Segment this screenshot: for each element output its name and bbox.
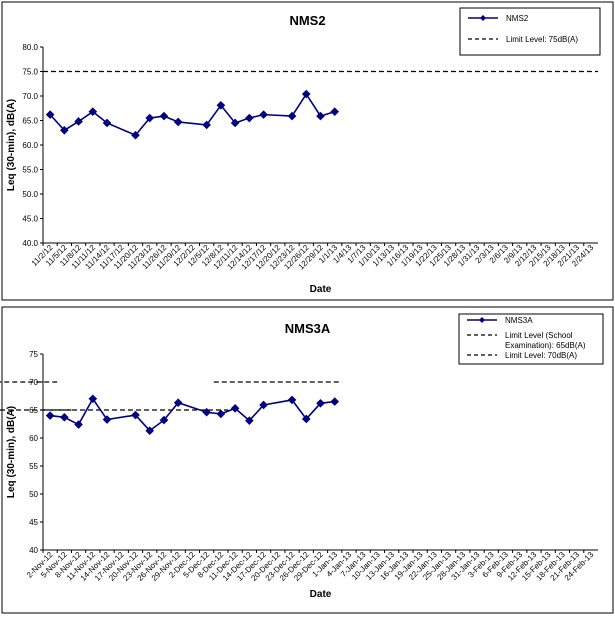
data-point [45, 110, 55, 119]
data-point [330, 107, 340, 116]
y-tick-label: 55 [29, 462, 38, 471]
data-point [316, 398, 325, 408]
data-point [131, 130, 140, 140]
legend-entry: Examination): 65dB(A) [505, 341, 586, 350]
y-tick-label: 75.0 [22, 68, 38, 77]
data-point [316, 111, 325, 121]
data-point [131, 410, 140, 420]
y-axis-label: Leq (30-min), dB(A) [6, 99, 17, 191]
data-point [230, 404, 240, 413]
data-point [88, 394, 98, 404]
x-axis-label: Date [310, 284, 332, 295]
data-point [245, 113, 254, 123]
y-tick-label: 45 [29, 518, 38, 527]
y-tick-label: 75 [29, 350, 38, 359]
y-tick-label: 50.0 [22, 190, 38, 199]
data-point [173, 117, 183, 127]
chart-title: NMS2 [289, 13, 325, 28]
data-point [102, 118, 112, 128]
legend-entry: NMS3A [505, 316, 533, 325]
data-point [88, 107, 98, 116]
chart-frame [1, 306, 614, 614]
data-point [202, 407, 211, 417]
data-point [245, 416, 254, 425]
legend-entry: Limit Level: 75dB(A) [506, 35, 578, 44]
data-point [202, 120, 211, 130]
data-point [216, 409, 226, 419]
y-tick-label: 65.0 [22, 117, 38, 126]
legend-entry: Limit Level: 70dB(A) [505, 351, 577, 360]
y-tick-label: 40 [29, 546, 38, 555]
data-point [259, 400, 268, 410]
data-point [159, 111, 169, 121]
y-axis-label: Leq (30-min), dB(A) [6, 406, 17, 498]
data-point [287, 395, 297, 405]
y-tick-label: 45.0 [22, 215, 38, 224]
data-point [60, 412, 69, 422]
chart-frame [1, 1, 614, 301]
y-tick-label: 70.0 [22, 92, 38, 101]
legend-marker [480, 15, 486, 21]
data-point [216, 101, 226, 110]
data-point [159, 415, 169, 425]
data-point [60, 125, 69, 135]
chart-nms2: NMS2 Leq (30-min), dB(A) Date 40.0 45.0 50.0 5… [1, 1, 614, 301]
data-point [74, 117, 83, 126]
data-point [145, 426, 155, 436]
data-point [173, 398, 183, 408]
legend-marker [479, 317, 485, 323]
data-point [45, 411, 55, 420]
data-point [330, 397, 340, 406]
data-point [301, 414, 311, 424]
legend-entry: Limit Level (School [505, 331, 573, 340]
data-point [102, 415, 112, 424]
y-tick-label: 60.0 [22, 141, 38, 150]
series-line [50, 397, 335, 432]
data-point [259, 110, 268, 119]
legend-box [458, 313, 604, 365]
y-tick-label: 70 [29, 378, 38, 387]
chart-title: NMS3A [285, 321, 331, 336]
data-point [145, 113, 155, 123]
y-tick-label: 80.0 [22, 43, 38, 52]
y-tick-label: 50 [29, 490, 38, 499]
y-tick-label: 60 [29, 434, 38, 443]
x-axis-label: Date [310, 589, 332, 600]
y-tick-label: 40.0 [22, 239, 38, 248]
data-point [230, 118, 240, 128]
legend-entry: NMS2 [506, 14, 529, 23]
data-point [301, 89, 311, 99]
y-tick-label: 55.0 [22, 166, 38, 175]
data-point [287, 111, 297, 121]
data-point [74, 420, 83, 429]
legend-box [459, 7, 601, 56]
